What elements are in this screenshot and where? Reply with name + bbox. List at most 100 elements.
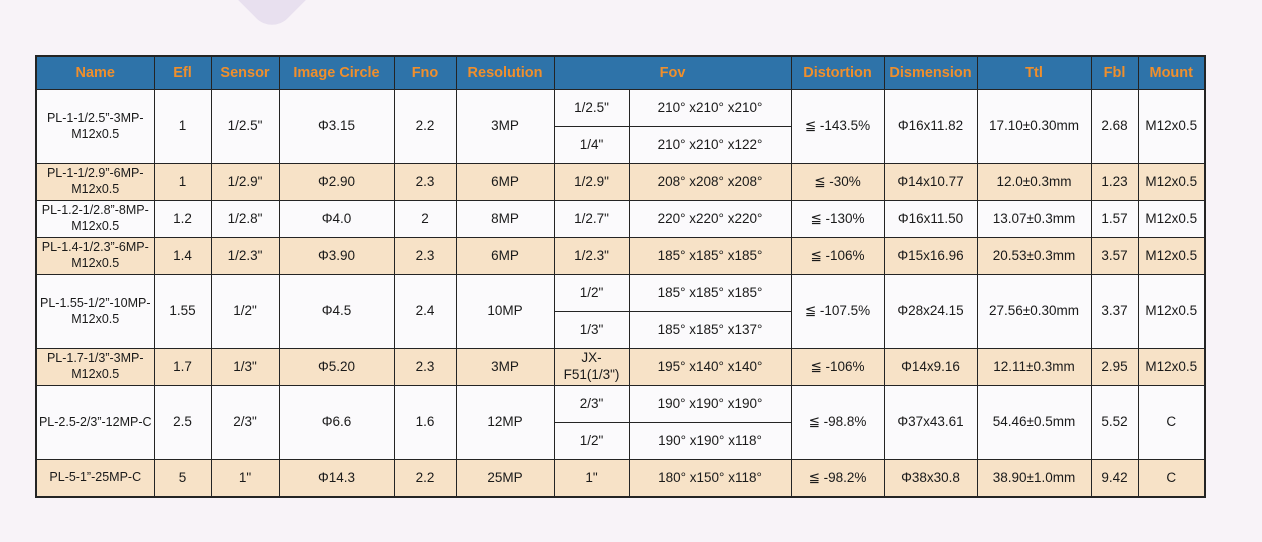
column-header-sensor: Sensor	[210, 55, 280, 90]
cell-efl: 2.5	[153, 385, 212, 460]
cell-resolution: 8MP	[455, 200, 555, 238]
cell-mount: C	[1137, 459, 1206, 498]
cell-mount: M12x0.5	[1137, 237, 1206, 275]
cell-fov-sensor: 1/2.9"	[553, 163, 630, 201]
cell-fov-sensor: 1/2"	[553, 422, 630, 460]
cell-fov-angles: 190° x190° x118°	[628, 422, 792, 460]
cell-name: PL-1.4-1/2.3”-6MP-M12x0.5	[35, 237, 155, 275]
cell-name: PL-1.2-1/2.8”-8MP-M12x0.5	[35, 200, 155, 238]
cell-fov-angles: 195° x140° x140°	[628, 348, 792, 386]
cell-fov-angles: 180° x150° x118°	[628, 459, 792, 498]
cell-name: PL-1.7-1/3”-3MP-M12x0.5	[35, 348, 155, 386]
cell-mount: M12x0.5	[1137, 89, 1206, 164]
cell-resolution: 25MP	[455, 459, 555, 498]
cell-dismension: Φ16x11.50	[883, 200, 978, 238]
cell-dismension: Φ28x24.15	[883, 274, 978, 349]
header-row: Name Efl Sensor Image Circle Fno Resolution Fo…	[35, 55, 1206, 90]
cell-distortion: ≦ -106%	[790, 348, 885, 386]
cell-sensor: 1/2.5"	[210, 89, 280, 164]
table-row: PL-1-1/2.9”-6MP-M12x0.5 1 1/2.9" Φ2.90 2.3 6M…	[35, 163, 1206, 201]
table-row: PL-1.55-1/2”-10MP-M12x0.5 1.55 1/2" Φ4.5 2.4…	[35, 274, 1206, 349]
cell-name: PL-1.55-1/2”-10MP-M12x0.5	[35, 274, 155, 349]
cell-fov-sensor: 2/3"	[553, 385, 630, 423]
cell-mount: M12x0.5	[1137, 163, 1206, 201]
cell-name: PL-1-1/2.9”-6MP-M12x0.5	[35, 163, 155, 201]
cell-image-circle: Φ3.90	[278, 237, 395, 275]
column-header-fbl: Fbl	[1090, 55, 1139, 90]
cell-image-circle: Φ3.15	[278, 89, 395, 164]
cell-fno: 2.3	[393, 348, 457, 386]
cell-fno: 1.6	[393, 385, 457, 460]
column-header-fov: Fov	[553, 55, 792, 90]
cell-fov-angles: 185° x185° x185°	[628, 274, 792, 312]
cell-fov-sensor: 1"	[553, 459, 630, 498]
table-row: PL-1.2-1/2.8”-8MP-M12x0.5 1.2 1/2.8" Φ4.0 2 8…	[35, 200, 1206, 238]
column-header-distortion: Distortion	[790, 55, 885, 90]
cell-fov-sensor: 1/3"	[553, 311, 630, 349]
cell-fov-sensor: 1/2"	[553, 274, 630, 312]
cell-fno: 2.4	[393, 274, 457, 349]
cell-efl: 1.2	[153, 200, 212, 238]
cell-efl: 1	[153, 163, 212, 201]
cell-image-circle: Φ5.20	[278, 348, 395, 386]
cell-resolution: 3MP	[455, 89, 555, 164]
cell-image-circle: Φ2.90	[278, 163, 395, 201]
cell-fov-angles: 185° x185° x185°	[628, 237, 792, 275]
column-header-image-circle: Image Circle	[278, 55, 395, 90]
column-header-ttl: Ttl	[976, 55, 1092, 90]
column-header-mount: Mount	[1137, 55, 1206, 90]
cell-ttl: 17.10±0.30mm	[976, 89, 1092, 164]
cell-resolution: 3MP	[455, 348, 555, 386]
cell-image-circle: Φ4.0	[278, 200, 395, 238]
table-row: 1/4" 210° x210° x122°	[36, 126, 1205, 164]
cell-image-circle: Φ6.6	[278, 385, 395, 460]
cell-fno: 2.2	[393, 459, 457, 498]
cell-dismension: Φ14x9.16	[883, 348, 978, 386]
cell-image-circle: Φ4.5	[278, 274, 395, 349]
cell-ttl: 27.56±0.30mm	[976, 274, 1092, 349]
table-row: 1/3" 185° x185° x137°	[36, 311, 1205, 349]
table-row: 1/2" 190° x190° x118°	[36, 422, 1205, 460]
cell-fno: 2.3	[393, 237, 457, 275]
cell-distortion: ≦ -106%	[790, 237, 885, 275]
table-row: PL-2.5-2/3”-12MP-C 2.5 2/3" Φ6.6 1.6 12MP 2/3"…	[35, 385, 1206, 460]
cell-fno: 2	[393, 200, 457, 238]
cell-image-circle: Φ14.3	[278, 459, 395, 498]
table-row: PL-1.4-1/2.3”-6MP-M12x0.5 1.4 1/2.3" Φ3.90 2…	[35, 237, 1206, 275]
cell-mount: M12x0.5	[1137, 348, 1206, 386]
cell-sensor: 1/2.8"	[210, 200, 280, 238]
cell-fov-angles: 210° x210° x122°	[628, 126, 792, 164]
cell-sensor: 1/3"	[210, 348, 280, 386]
cell-name: PL-5-1”-25MP-C	[35, 459, 155, 498]
cell-fov-angles: 220° x220° x220°	[628, 200, 792, 238]
cell-distortion: ≦ -143.5%	[790, 89, 885, 164]
column-header-dismension: Dismension	[883, 55, 978, 90]
cell-distortion: ≦ -98.2%	[790, 459, 885, 498]
cell-ttl: 38.90±1.0mm	[976, 459, 1092, 498]
cell-fov-sensor: JX-F51(1/3")	[553, 348, 630, 386]
cell-resolution: 6MP	[455, 237, 555, 275]
cell-fbl: 1.57	[1090, 200, 1139, 238]
cell-dismension: Φ37x43.61	[883, 385, 978, 460]
cell-fbl: 1.23	[1090, 163, 1139, 201]
cell-ttl: 54.46±0.5mm	[976, 385, 1092, 460]
cell-sensor: 1"	[210, 459, 280, 498]
table-row: PL-1-1/2.5”-3MP-M12x0.5 1 1/2.5" Φ3.15 2.2 3M…	[35, 89, 1206, 164]
cell-fbl: 9.42	[1090, 459, 1139, 498]
cell-distortion: ≦ -98.8%	[790, 385, 885, 460]
cell-distortion: ≦ -130%	[790, 200, 885, 238]
cell-fov-sensor: 1/4"	[553, 126, 630, 164]
cell-efl: 1.55	[153, 274, 212, 349]
cell-sensor: 1/2.3"	[210, 237, 280, 275]
cell-fov-sensor: 1/2.5"	[553, 89, 630, 127]
cell-efl: 1.4	[153, 237, 212, 275]
cell-ttl: 20.53±0.3mm	[976, 237, 1092, 275]
cell-sensor: 1/2"	[210, 274, 280, 349]
column-header-name: Name	[35, 55, 155, 90]
cell-fbl: 3.57	[1090, 237, 1139, 275]
cell-sensor: 2/3"	[210, 385, 280, 460]
cell-fov-sensor: 1/2.7"	[553, 200, 630, 238]
cell-fov-sensor: 1/2.3"	[553, 237, 630, 275]
cell-mount: M12x0.5	[1137, 200, 1206, 238]
cell-sensor: 1/2.9"	[210, 163, 280, 201]
